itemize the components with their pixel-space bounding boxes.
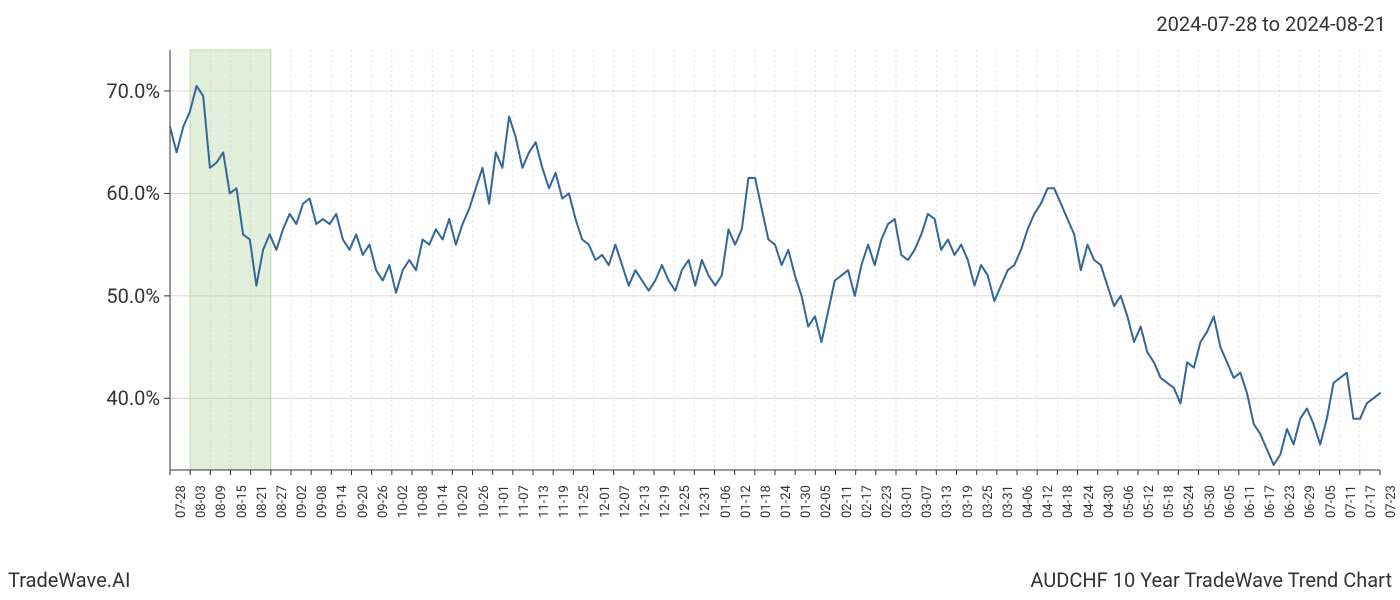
x-tick-label: 12-25 — [678, 485, 693, 518]
x-tick-label: 11-25 — [577, 485, 592, 518]
x-tick-label: 11-19 — [557, 485, 572, 518]
x-tick-label: 03-01 — [900, 485, 915, 518]
x-tick-label: 03-13 — [940, 485, 955, 518]
x-tick-label: 01-12 — [739, 485, 754, 518]
x-tick-label: 09-02 — [295, 485, 310, 518]
x-tick-label: 12-31 — [698, 485, 713, 518]
x-tick-label: 02-23 — [880, 485, 895, 518]
x-tick-label: 01-30 — [799, 485, 814, 518]
x-tick-label: 02-11 — [840, 485, 855, 518]
y-tick-label: 50.0% — [90, 284, 160, 308]
x-tick-label: 12-01 — [598, 485, 613, 518]
x-tick-label: 08-27 — [275, 485, 290, 518]
x-tick-label: 07-17 — [1364, 485, 1379, 518]
x-tick-label: 07-11 — [1344, 485, 1359, 518]
x-tick-label: 11-13 — [537, 485, 552, 518]
x-tick-label: 01-06 — [719, 485, 734, 518]
x-tick-label: 10-20 — [456, 485, 471, 518]
x-tick-label: 12-19 — [658, 485, 673, 518]
x-tick-label: 02-17 — [860, 485, 875, 518]
x-tick-label: 05-18 — [1162, 485, 1177, 518]
x-tick-label: 07-28 — [174, 485, 189, 518]
x-tick-label: 04-24 — [1082, 485, 1097, 518]
y-tick-label: 70.0% — [90, 79, 160, 103]
x-tick-label: 11-01 — [497, 485, 512, 518]
x-tick-label: 06-17 — [1263, 485, 1278, 518]
x-tick-label: 09-20 — [356, 485, 371, 518]
x-tick-label: 08-03 — [194, 485, 209, 518]
x-tick-label: 03-31 — [1001, 485, 1016, 518]
x-tick-label: 08-21 — [255, 485, 270, 518]
y-tick-label: 60.0% — [90, 181, 160, 205]
x-tick-label: 10-26 — [477, 485, 492, 518]
x-tick-label: 09-08 — [315, 485, 330, 518]
x-tick-label: 06-11 — [1243, 485, 1258, 518]
x-tick-label: 06-05 — [1223, 485, 1238, 518]
x-tick-label: 04-30 — [1102, 485, 1117, 518]
x-tick-label: 12-13 — [638, 485, 653, 518]
x-tick-label: 04-12 — [1041, 485, 1056, 518]
x-tick-label: 10-14 — [436, 485, 451, 518]
x-tick-label: 05-24 — [1182, 485, 1197, 518]
x-tick-label: 06-29 — [1303, 485, 1318, 518]
x-tick-label: 03-25 — [981, 485, 996, 518]
x-tick-label: 06-23 — [1283, 485, 1298, 518]
x-tick-label: 05-06 — [1122, 485, 1137, 518]
x-tick-label: 07-23 — [1384, 485, 1399, 518]
x-tick-label: 05-12 — [1142, 485, 1157, 518]
x-tick-label: 12-07 — [618, 485, 633, 518]
x-tick-label: 01-18 — [759, 485, 774, 518]
y-tick-label: 40.0% — [90, 386, 160, 410]
x-tick-label: 09-26 — [376, 485, 391, 518]
x-tick-label: 01-24 — [779, 485, 794, 518]
x-tick-label: 10-08 — [416, 485, 431, 518]
date-range-label: 2024-07-28 to 2024-08-21 — [1156, 12, 1386, 36]
x-tick-label: 07-05 — [1324, 485, 1339, 518]
x-tick-label: 04-18 — [1061, 485, 1076, 518]
x-tick-label: 05-30 — [1203, 485, 1218, 518]
x-tick-label: 10-02 — [396, 485, 411, 518]
x-tick-label: 03-19 — [961, 485, 976, 518]
x-tick-label: 08-09 — [214, 485, 229, 518]
watermark-label: TradeWave.AI — [8, 568, 130, 592]
x-tick-label: 08-15 — [235, 485, 250, 518]
chart-title-label: AUDCHF 10 Year TradeWave Trend Chart — [1030, 568, 1392, 592]
x-tick-label: 02-05 — [819, 485, 834, 518]
x-tick-label: 09-14 — [335, 485, 350, 518]
x-tick-label: 04-06 — [1021, 485, 1036, 518]
x-tick-label: 03-07 — [920, 485, 935, 518]
x-tick-label: 11-07 — [517, 485, 532, 518]
